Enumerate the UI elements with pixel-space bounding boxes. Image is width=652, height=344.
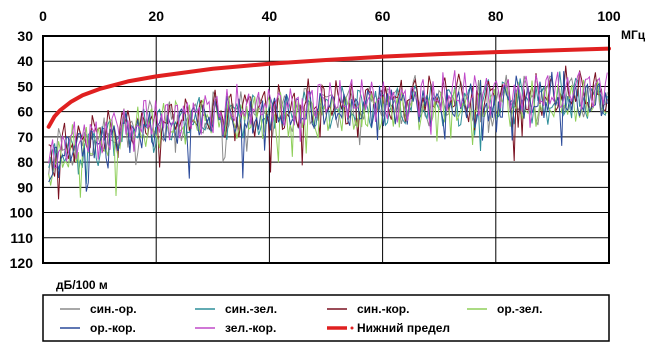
plot-area bbox=[43, 36, 609, 263]
legend-label: син.-зел. bbox=[225, 302, 277, 316]
x-unit-label: МГц bbox=[621, 28, 646, 42]
y-tick-label: 70 bbox=[17, 129, 33, 145]
legend-label: син.-кор. bbox=[357, 302, 409, 316]
x-tick-label: 100 bbox=[597, 8, 621, 24]
x-tick-label: 40 bbox=[262, 8, 278, 24]
legend: син.-ор. син.-зел. син.-кор. ор.-зел. ор.-ко… bbox=[60, 302, 542, 335]
x-tick-label: 60 bbox=[375, 8, 391, 24]
legend-label: ор.-кор. bbox=[90, 321, 136, 335]
y-tick-label: 80 bbox=[17, 154, 33, 170]
y-tick-label: 90 bbox=[17, 179, 33, 195]
y-unit-label: дБ/100 м bbox=[56, 278, 108, 292]
plot-frame bbox=[42, 35, 610, 264]
legend-label: ор.-зел. bbox=[497, 302, 542, 316]
y-tick-label: 40 bbox=[17, 53, 33, 69]
x-tick-label: 0 bbox=[39, 8, 47, 24]
legend-label: син.-ор. bbox=[90, 302, 137, 316]
y-tick-label: 120 bbox=[10, 255, 34, 271]
x-tick-labels: 0 20 40 60 80 100 bbox=[39, 8, 621, 24]
limit-group bbox=[46, 46, 611, 129]
x-tick-label: 80 bbox=[488, 8, 504, 24]
legend-box bbox=[42, 294, 610, 342]
y-tick-label: 60 bbox=[17, 104, 33, 120]
y-tick-label: 100 bbox=[10, 205, 34, 221]
y-tick-labels: 30 40 50 60 70 80 90 100 110 120 bbox=[10, 28, 34, 271]
y-tick-label: 110 bbox=[10, 230, 33, 246]
legend-swatch-dot bbox=[350, 326, 354, 330]
series-line-6 bbox=[48, 70, 608, 169]
x-tick-label: 20 bbox=[148, 8, 164, 24]
legend-label: Нижний предел bbox=[357, 321, 450, 335]
y-tick-label: 50 bbox=[17, 78, 33, 94]
series-group bbox=[48, 65, 608, 200]
series-line-3 bbox=[48, 65, 608, 200]
legend-label: зел.-кор. bbox=[225, 321, 276, 335]
y-tick-label: 30 bbox=[17, 28, 33, 44]
limit-line bbox=[46, 46, 611, 129]
